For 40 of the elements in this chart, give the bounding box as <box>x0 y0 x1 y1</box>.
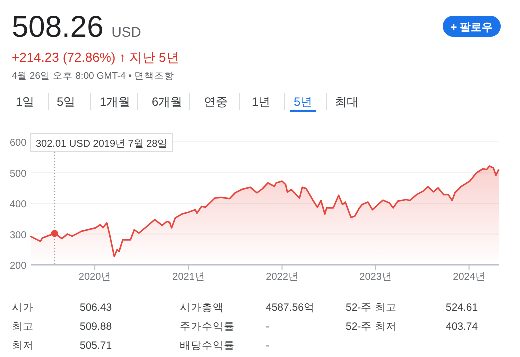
text: 시가 <box>12 302 34 314</box>
x-tick-label: 2021년 <box>172 272 205 283</box>
y-tick-label: 300 <box>10 230 28 242</box>
text: 509.88 <box>80 321 112 333</box>
x-tick-label: 2024년 <box>453 272 486 283</box>
x-tick-label: 2022년 <box>266 272 298 283</box>
y-tick-label: 200 <box>10 261 28 272</box>
text: 최고 <box>12 321 34 333</box>
y-tick-label: 600 <box>10 138 28 149</box>
text: 주가수익률 <box>180 321 235 333</box>
text: 403.74 <box>446 321 478 333</box>
text: - <box>266 340 270 352</box>
text: 506.43 <box>80 302 112 314</box>
text: 505.71 <box>80 340 112 352</box>
button: + 팔로우 <box>443 16 501 37</box>
text: 시가총액 <box>180 302 224 314</box>
text: 6개월 <box>152 95 183 109</box>
x-tick-label: 2020년 <box>78 272 112 283</box>
text: 524.61 <box>446 302 478 314</box>
annotation: 302.01 USD 2019년 7월 28일 <box>36 139 168 150</box>
text: 1일 <box>16 95 35 109</box>
text: +214.23 (72.86%) ↑ 지난 5년 <box>12 50 180 65</box>
text: 4587.56억 <box>266 302 315 314</box>
text: 52-주 최저 <box>346 321 398 333</box>
text: 5일 <box>57 95 76 109</box>
text: 1년 <box>252 95 271 109</box>
text: USD <box>112 24 142 40</box>
text: - <box>266 321 270 333</box>
text: 1개월 <box>100 95 131 109</box>
chart-title: 508.26 <box>12 11 104 44</box>
y-tick-label: 400 <box>10 200 28 210</box>
text: 4월 26일 오후 8:00 GMT-4 • 면책조항 <box>12 71 175 82</box>
text: 배당수익률 <box>180 340 235 352</box>
text: 52-주 최고 <box>346 302 398 314</box>
text: 최저 <box>12 340 34 352</box>
text: 최대 <box>335 95 359 109</box>
text: 연중 <box>204 95 228 109</box>
y-tick-label: 500 <box>10 168 28 180</box>
x-tick-label: 2023년 <box>360 272 392 283</box>
text: 5년 <box>294 95 313 109</box>
